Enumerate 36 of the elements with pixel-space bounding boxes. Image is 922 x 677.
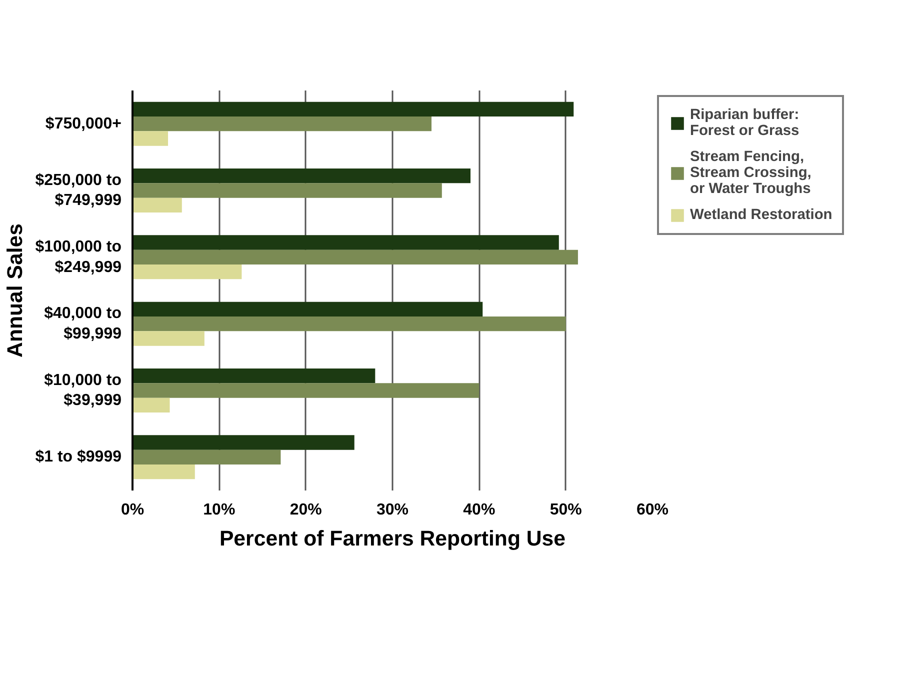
bar	[132, 450, 281, 464]
bar	[132, 131, 168, 146]
x-tick-label: 60%	[636, 502, 669, 518]
x-tick-label: 40%	[463, 502, 496, 518]
x-tick-label: 0%	[120, 502, 144, 518]
bar	[132, 116, 432, 132]
bar	[132, 235, 559, 250]
y-tick-label: $1 to $9999	[35, 448, 122, 466]
bar	[132, 198, 182, 212]
bar	[132, 464, 195, 480]
bar	[132, 316, 566, 332]
y-tick-label: $100,000 to $249,999	[35, 238, 122, 276]
x-tick-label: 30%	[376, 502, 409, 518]
legend-label: Wetland Restoration	[690, 207, 832, 223]
bar	[132, 264, 242, 280]
bar	[132, 435, 354, 450]
x-axis-title: Percent of Farmers Reporting Use	[219, 526, 566, 550]
y-tick-label: $750,000+	[45, 115, 122, 132]
bar	[132, 398, 170, 412]
x-tick-label: 50%	[550, 502, 582, 518]
bar	[132, 368, 376, 384]
x-tick-label: 10%	[203, 502, 236, 518]
bar	[132, 183, 442, 198]
bar	[132, 102, 574, 116]
y-tick-label: $250,000 to $749,999	[35, 172, 122, 210]
bar	[132, 250, 578, 264]
bar	[132, 168, 470, 184]
legend-label: Stream Fencing, Stream Crossing, or Water Troughs	[690, 149, 812, 197]
bar	[132, 383, 480, 398]
y-tick-label: $40,000 to $99,999	[44, 305, 122, 343]
bar	[132, 331, 204, 346]
bar	[132, 302, 483, 316]
legend-label: Riparian buffer: Forest or Grass	[690, 107, 800, 139]
x-tick-label: 20%	[290, 502, 322, 518]
y-tick-label: $10,000 to $39,999	[44, 372, 122, 410]
y-axis-title: Annual Sales	[3, 224, 28, 358]
